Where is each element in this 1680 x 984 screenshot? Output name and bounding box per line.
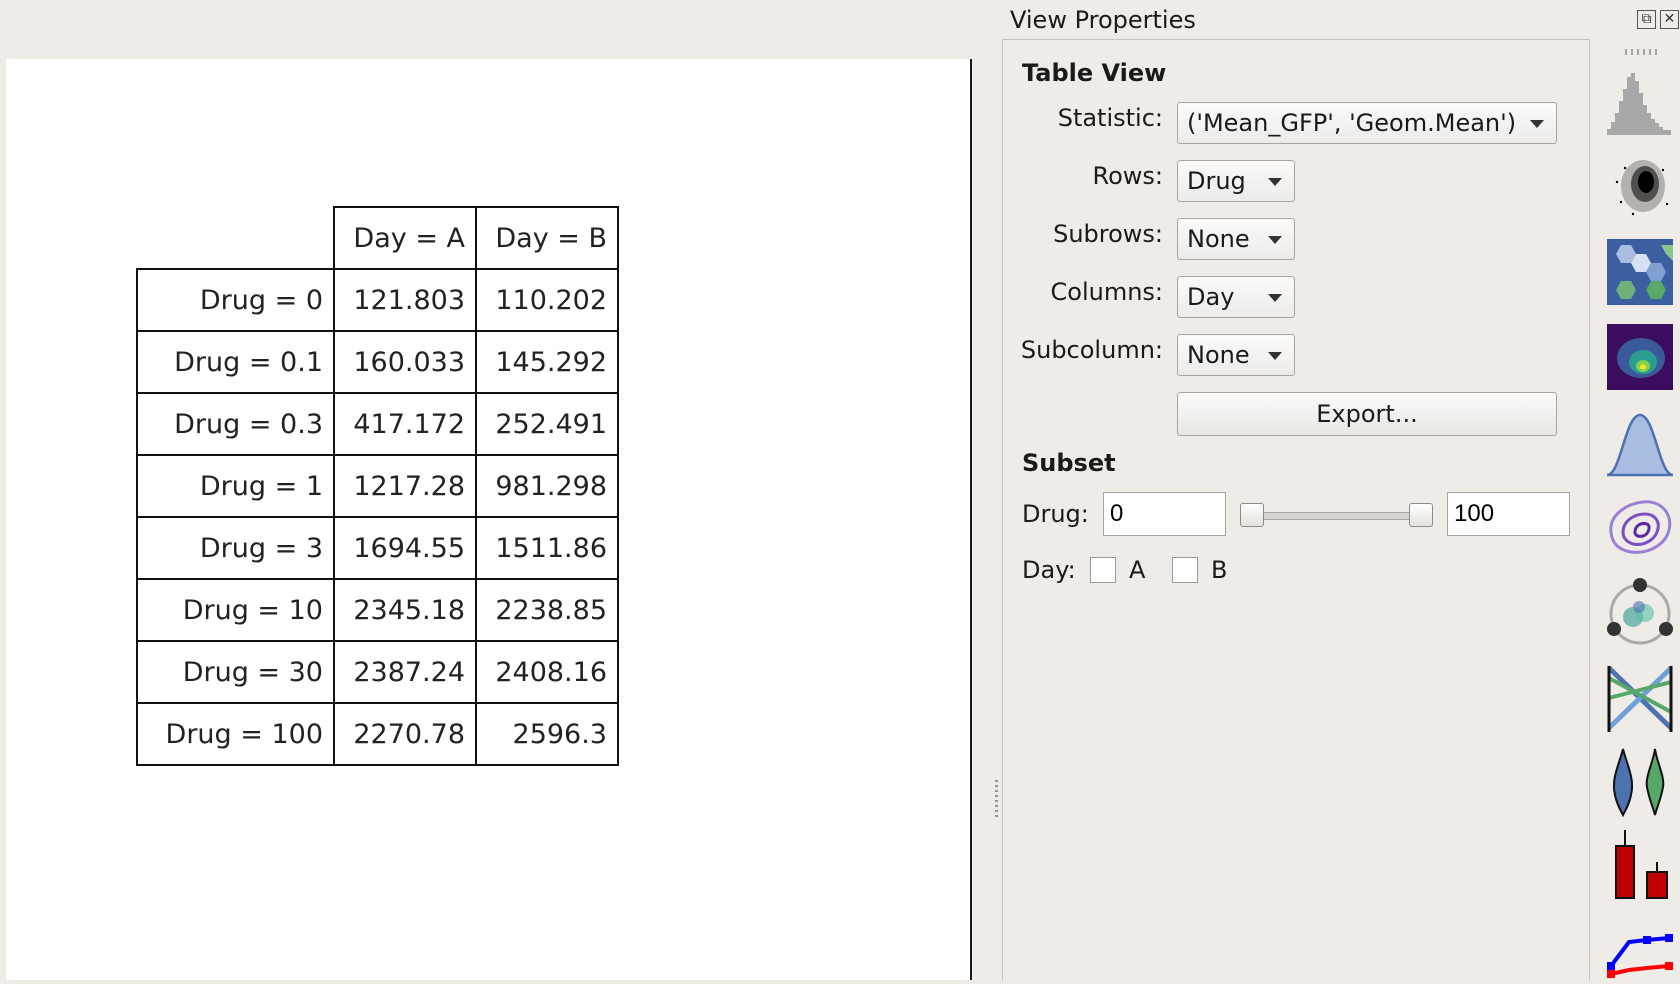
table-row: Drug = 100 2270.78 2596.3 <box>136 702 619 766</box>
day-a-checkbox[interactable] <box>1090 557 1116 583</box>
statistic-label: Statistic: <box>1057 104 1163 132</box>
chevron-down-icon <box>1268 236 1282 244</box>
column-header: Day = A <box>333 206 477 270</box>
parallel-coordinates-icon[interactable] <box>1603 662 1677 736</box>
drug-max-input[interactable] <box>1447 492 1570 536</box>
chevron-down-icon <box>1530 120 1544 128</box>
table-row: Drug = 1 1217.28 981.298 <box>136 454 619 518</box>
row-header: Drug = 0.1 <box>136 330 335 394</box>
radviz-icon[interactable] <box>1603 577 1677 651</box>
table-row: Drug = 30 2387.24 2408.16 <box>136 640 619 704</box>
view-properties-panel: Table View Statistic: ('Mean_GFP', 'Geom… <box>1002 39 1590 981</box>
table-cell: 2408.16 <box>475 640 619 704</box>
hexbin-icon[interactable] <box>1603 237 1677 311</box>
close-panel-button[interactable]: ✕ <box>1660 10 1679 29</box>
day-b-label: B <box>1211 556 1228 584</box>
drug-label: Drug: <box>1022 500 1089 528</box>
table-cell: 2387.24 <box>333 640 477 704</box>
column-header: Day = B <box>475 206 619 270</box>
row-header: Drug = 1 <box>136 454 335 518</box>
row-header: Drug = 100 <box>136 702 335 766</box>
chevron-down-icon <box>1268 352 1282 360</box>
table-row: Drug = 3 1694.55 1511.86 <box>136 516 619 580</box>
subrows-value: None <box>1187 225 1250 253</box>
subrows-label: Subrows: <box>1053 220 1163 248</box>
violin-icon[interactable] <box>1603 745 1677 819</box>
undock-button[interactable]: ⧉ <box>1637 10 1656 29</box>
splitter-handle[interactable] <box>995 780 998 820</box>
subcolumn-label: Subcolumn: <box>1020 336 1163 364</box>
table-cell: 1511.86 <box>475 516 619 580</box>
drug-range-slider-track[interactable] <box>1245 512 1421 520</box>
table-cell: 2270.78 <box>333 702 477 766</box>
table-row: Drug = 0 121.803 110.202 <box>136 268 619 332</box>
bar-chart-icon[interactable] <box>1603 828 1677 902</box>
line-plot-icon[interactable] <box>1603 910 1677 984</box>
table-cell: 2596.3 <box>475 702 619 766</box>
subcolumn-dropdown[interactable]: None <box>1177 334 1295 376</box>
canvas-divider <box>970 59 972 980</box>
table-cell: 981.298 <box>475 454 619 518</box>
row-header: Drug = 0 <box>136 268 335 332</box>
table-cell: 252.491 <box>475 392 619 456</box>
table-row: Drug = 0.1 160.033 145.292 <box>136 330 619 394</box>
chevron-down-icon <box>1268 294 1282 302</box>
subrows-dropdown[interactable]: None <box>1177 218 1295 260</box>
view-properties-title: View Properties <box>1010 6 1196 34</box>
contour-icon[interactable] <box>1603 492 1677 566</box>
row-header: Drug = 10 <box>136 578 335 642</box>
rows-label: Rows: <box>1092 162 1164 190</box>
day-label: Day: <box>1022 556 1076 584</box>
drug-min-slider-handle[interactable] <box>1240 503 1264 527</box>
kde-icon[interactable] <box>1603 407 1677 481</box>
row-header: Drug = 3 <box>136 516 335 580</box>
chevron-down-icon <box>1268 178 1282 186</box>
row-header: Drug = 0.3 <box>136 392 335 456</box>
columns-value: Day <box>1187 283 1235 311</box>
statistics-table: Day = A Day = B Drug = 0 121.803 110.202… <box>136 206 619 766</box>
subcolumn-value: None <box>1187 341 1250 369</box>
toolbar-grip[interactable] <box>1625 49 1659 55</box>
row-header: Drug = 30 <box>136 640 335 704</box>
density-2d-icon[interactable] <box>1603 322 1677 396</box>
export-button[interactable]: Export... <box>1177 392 1557 436</box>
table-header-row: Day = A Day = B <box>137 206 619 270</box>
table-cell: 145.292 <box>475 330 619 394</box>
table-row: Drug = 10 2345.18 2238.85 <box>136 578 619 642</box>
histogram-icon[interactable] <box>1603 67 1677 141</box>
subset-heading: Subset <box>1022 449 1116 477</box>
table-cell: 1217.28 <box>333 454 477 518</box>
rows-value: Drug <box>1187 167 1246 195</box>
columns-label: Columns: <box>1050 278 1164 306</box>
statistic-dropdown[interactable]: ('Mean_GFP', 'Geom.Mean') <box>1177 102 1557 144</box>
table-cell: 1694.55 <box>333 516 477 580</box>
table-cell: 2238.85 <box>475 578 619 642</box>
scatterplot-icon[interactable] <box>1603 152 1677 226</box>
columns-dropdown[interactable]: Day <box>1177 276 1295 318</box>
table-cell: 121.803 <box>333 268 477 332</box>
rows-dropdown[interactable]: Drug <box>1177 160 1295 202</box>
day-a-label: A <box>1129 556 1146 584</box>
day-b-checkbox[interactable] <box>1172 557 1198 583</box>
table-corner <box>137 207 335 270</box>
table-cell: 417.172 <box>333 392 477 456</box>
drug-max-slider-handle[interactable] <box>1409 503 1433 527</box>
table-cell: 110.202 <box>475 268 619 332</box>
table-cell: 160.033 <box>333 330 477 394</box>
table-cell: 2345.18 <box>333 578 477 642</box>
table-view-heading: Table View <box>1022 59 1167 87</box>
drug-min-input[interactable] <box>1103 492 1226 536</box>
table-row: Drug = 0.3 417.172 252.491 <box>136 392 619 456</box>
statistic-value: ('Mean_GFP', 'Geom.Mean') <box>1187 109 1517 137</box>
